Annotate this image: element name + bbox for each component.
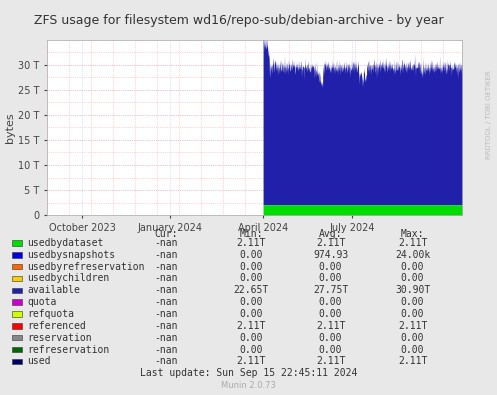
Text: -nan: -nan <box>155 321 178 331</box>
Text: 0.00: 0.00 <box>239 309 263 319</box>
Text: -nan: -nan <box>155 344 178 355</box>
Text: 2.11T: 2.11T <box>398 321 427 331</box>
Text: 0.00: 0.00 <box>401 297 424 307</box>
Text: quota: quota <box>27 297 57 307</box>
Text: usedbychildren: usedbychildren <box>27 273 109 284</box>
Text: 0.00: 0.00 <box>319 273 342 284</box>
Text: -nan: -nan <box>155 297 178 307</box>
Text: usedbysnapshots: usedbysnapshots <box>27 250 115 260</box>
Text: 0.00: 0.00 <box>319 309 342 319</box>
Text: 0.00: 0.00 <box>239 297 263 307</box>
Text: -nan: -nan <box>155 356 178 367</box>
Text: 2.11T: 2.11T <box>236 321 266 331</box>
Y-axis label: bytes: bytes <box>5 112 15 143</box>
Text: 0.00: 0.00 <box>239 333 263 343</box>
Text: usedbydataset: usedbydataset <box>27 238 104 248</box>
Text: 0.00: 0.00 <box>319 297 342 307</box>
Text: -nan: -nan <box>155 285 178 295</box>
Text: 2.11T: 2.11T <box>236 356 266 367</box>
Text: 0.00: 0.00 <box>319 344 342 355</box>
Text: usedbyrefreservation: usedbyrefreservation <box>27 261 145 272</box>
Text: 0.00: 0.00 <box>401 333 424 343</box>
Text: reservation: reservation <box>27 333 92 343</box>
Text: Last update: Sun Sep 15 22:45:11 2024: Last update: Sun Sep 15 22:45:11 2024 <box>140 368 357 378</box>
Text: referenced: referenced <box>27 321 86 331</box>
Text: -nan: -nan <box>155 273 178 284</box>
Text: available: available <box>27 285 80 295</box>
Text: 24.00k: 24.00k <box>395 250 430 260</box>
Text: 2.11T: 2.11T <box>316 356 345 367</box>
Text: 0.00: 0.00 <box>239 250 263 260</box>
Text: Cur:: Cur: <box>155 229 178 239</box>
Text: -nan: -nan <box>155 333 178 343</box>
Text: 27.75T: 27.75T <box>313 285 348 295</box>
Text: 0.00: 0.00 <box>401 261 424 272</box>
Text: 22.65T: 22.65T <box>234 285 268 295</box>
Text: Avg:: Avg: <box>319 229 342 239</box>
Text: 0.00: 0.00 <box>319 333 342 343</box>
Text: 0.00: 0.00 <box>239 273 263 284</box>
Text: 974.93: 974.93 <box>313 250 348 260</box>
Text: Max:: Max: <box>401 229 424 239</box>
Text: 0.00: 0.00 <box>401 309 424 319</box>
Text: used: used <box>27 356 51 367</box>
Text: 0.00: 0.00 <box>239 261 263 272</box>
Text: refquota: refquota <box>27 309 75 319</box>
Text: 2.11T: 2.11T <box>398 356 427 367</box>
Text: RRDTOOL / TOBI OETIKER: RRDTOOL / TOBI OETIKER <box>486 70 492 159</box>
Text: -nan: -nan <box>155 261 178 272</box>
Text: ZFS usage for filesystem wd16/repo-sub/debian-archive - by year: ZFS usage for filesystem wd16/repo-sub/d… <box>34 14 443 27</box>
Text: refreservation: refreservation <box>27 344 109 355</box>
Text: Munin 2.0.73: Munin 2.0.73 <box>221 381 276 389</box>
Text: 2.11T: 2.11T <box>236 238 266 248</box>
Text: -nan: -nan <box>155 238 178 248</box>
Text: 0.00: 0.00 <box>319 261 342 272</box>
Text: 2.11T: 2.11T <box>398 238 427 248</box>
Text: -nan: -nan <box>155 309 178 319</box>
Text: -nan: -nan <box>155 250 178 260</box>
Text: Min:: Min: <box>239 229 263 239</box>
Text: 0.00: 0.00 <box>401 344 424 355</box>
Text: 2.11T: 2.11T <box>316 238 345 248</box>
Text: 0.00: 0.00 <box>401 273 424 284</box>
Text: 30.90T: 30.90T <box>395 285 430 295</box>
Text: 0.00: 0.00 <box>239 344 263 355</box>
Text: 2.11T: 2.11T <box>316 321 345 331</box>
